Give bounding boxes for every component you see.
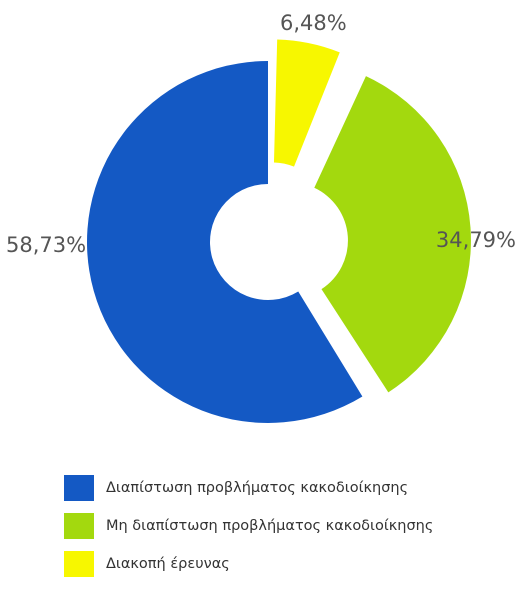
legend-swatch-blue (64, 475, 94, 501)
slice-mal-administration-found (87, 61, 363, 423)
legend-label: Διακοπή έρευνας (106, 556, 230, 572)
legend-item-investigation-discontinued: Διακοπή έρευνας (64, 550, 504, 578)
legend-swatch-green (64, 513, 94, 539)
value-label-34-79: 34,79% (436, 228, 516, 252)
chart-slices (87, 39, 471, 423)
chart-legend: Διαπίστωση προβλήματος κακοδιοίκησης Μη … (64, 474, 504, 588)
slice-investigation-discontinued (273, 39, 340, 167)
slice-mal-administration-not-found (314, 76, 471, 393)
legend-item-mal-administration-not-found: Μη διαπίστωση προβλήματος κακοδιοίκησης (64, 512, 504, 540)
legend-item-mal-administration-found: Διαπίστωση προβλήματος κακοδιοίκησης (64, 474, 504, 502)
value-label-58-73: 58,73% (6, 233, 86, 257)
donut-chart: 58,73% 34,79% 6,48% (6, 11, 516, 423)
value-label-6-48: 6,48% (280, 11, 347, 35)
chart-value-labels: 58,73% 34,79% 6,48% (6, 11, 516, 257)
legend-label: Μη διαπίστωση προβλήματος κακοδιοίκησης (106, 518, 434, 534)
legend-swatch-yellow (64, 551, 94, 577)
legend-label: Διαπίστωση προβλήματος κακοδιοίκησης (106, 480, 409, 496)
